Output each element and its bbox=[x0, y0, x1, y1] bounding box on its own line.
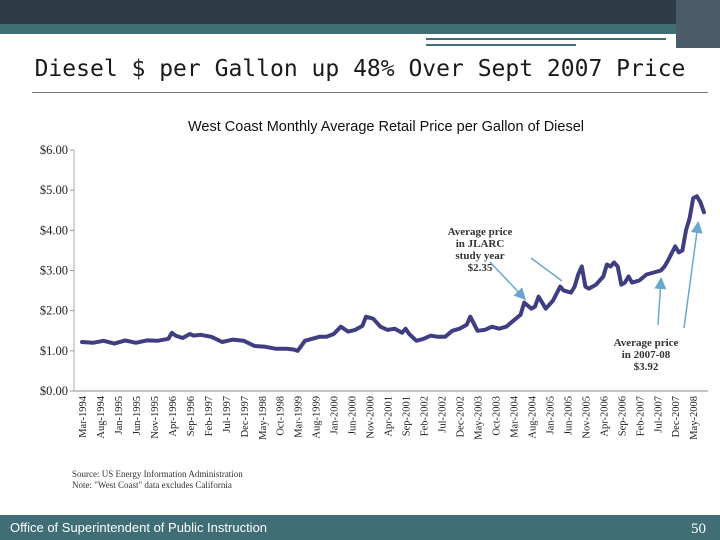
x-tick-label: Jun-2000 bbox=[348, 396, 359, 435]
page-number: 50 bbox=[691, 521, 706, 537]
slide-title: Diesel $ per Gallon up 48% Over Sept 200… bbox=[34, 56, 686, 82]
annotation-arrow-current bbox=[683, 221, 703, 329]
x-tick-label: May-2003 bbox=[473, 396, 484, 440]
footer-bar bbox=[0, 515, 720, 540]
annotation-line: study year bbox=[455, 250, 505, 262]
x-tick-label: Sep-1996 bbox=[186, 396, 197, 436]
y-tick-label: $2.00 bbox=[40, 304, 68, 318]
y-tick-label: $5.00 bbox=[40, 183, 68, 197]
x-tick-label: Jul-2007 bbox=[653, 396, 664, 433]
annotation-line: $2.35 bbox=[467, 262, 493, 274]
y-tick-label: $1.00 bbox=[40, 344, 68, 358]
x-tick-label: Jun-2005 bbox=[563, 396, 574, 435]
top-banner-accent bbox=[676, 0, 720, 48]
x-tick-label: Mar-1994 bbox=[78, 395, 89, 438]
decorative-line bbox=[426, 44, 576, 46]
x-tick-label: Jan-2005 bbox=[545, 396, 556, 435]
y-tick-label: $0.00 bbox=[40, 384, 68, 398]
x-tick-label: Dec-1997 bbox=[240, 396, 251, 437]
y-tick-label: $6.00 bbox=[40, 143, 68, 157]
x-tick-label: Aug-1999 bbox=[312, 396, 323, 439]
x-tick-label: Apr-2001 bbox=[384, 396, 395, 437]
x-tick-label: Nov-2005 bbox=[581, 396, 592, 439]
x-tick-label: Dec-2007 bbox=[671, 396, 682, 437]
series-line bbox=[80, 194, 706, 353]
x-tick-label: Feb-1997 bbox=[204, 396, 215, 436]
x-tick-label: Apr-1996 bbox=[168, 396, 179, 437]
x-tick-label: Jan-2000 bbox=[330, 396, 341, 435]
x-tick-label: Jul-2002 bbox=[438, 396, 449, 433]
x-tick-label: Jul-1997 bbox=[222, 396, 233, 433]
x-tick-label: Feb-2007 bbox=[635, 396, 646, 436]
annotation-jlarc: Average price in JLARC study year $2.35 bbox=[432, 226, 528, 274]
footer-text: Office of Superintendent of Public Instr… bbox=[10, 520, 268, 535]
annotation-arrow-jlarc bbox=[530, 257, 563, 282]
x-tick-label: May-2008 bbox=[689, 396, 700, 440]
annotation-arrow-current bbox=[654, 277, 667, 326]
chart-title: West Coast Monthly Average Retail Price … bbox=[188, 119, 584, 135]
annotation-line: Average price bbox=[613, 337, 679, 349]
x-tick-label: Apr-2006 bbox=[599, 396, 610, 437]
x-tick-label: Oct-1998 bbox=[276, 396, 287, 436]
annotation-line: in JLARC bbox=[455, 238, 505, 250]
source-line: Source: US Energy Information Administra… bbox=[72, 469, 243, 479]
x-tick-label: Nov-2000 bbox=[366, 396, 377, 439]
x-tick-label: Aug-2004 bbox=[527, 395, 538, 438]
x-tick-label: Sep-2006 bbox=[617, 396, 628, 436]
source-note: Source: US Energy Information Administra… bbox=[72, 469, 243, 491]
x-tick-label: Oct-2003 bbox=[491, 396, 502, 436]
x-tick-label: Jun-1995 bbox=[132, 396, 143, 435]
x-tick-label: Jan-1995 bbox=[114, 396, 125, 435]
top-banner-stripe bbox=[0, 24, 720, 34]
x-tick-label: Nov-1995 bbox=[150, 396, 161, 439]
annotation-current: Average price in 2007-08 $3.92 bbox=[596, 337, 696, 373]
annotation-line: $3.92 bbox=[633, 361, 659, 373]
x-tick-label: Dec-2002 bbox=[456, 396, 467, 437]
annotation-line: in 2007-08 bbox=[621, 349, 671, 361]
decorative-line bbox=[426, 38, 666, 40]
x-tick-label: Sep-2001 bbox=[402, 396, 413, 436]
x-tick-label: May-1998 bbox=[258, 396, 269, 440]
x-tick-label: Mar-1999 bbox=[294, 396, 305, 438]
y-tick-label: $4.00 bbox=[40, 223, 68, 237]
note-line: Note: "West Coast" data excludes Califor… bbox=[72, 480, 232, 490]
x-tick-label: Mar-2004 bbox=[509, 395, 520, 438]
top-banner bbox=[0, 0, 720, 48]
annotation-arrow-jlarc bbox=[489, 261, 527, 301]
title-divider bbox=[32, 92, 708, 93]
annotation-line: Average price bbox=[447, 226, 513, 238]
x-tick-label: Feb-2002 bbox=[420, 396, 431, 436]
x-tick-label: Aug-1994 bbox=[96, 395, 107, 438]
y-tick-label: $3.00 bbox=[40, 264, 68, 278]
